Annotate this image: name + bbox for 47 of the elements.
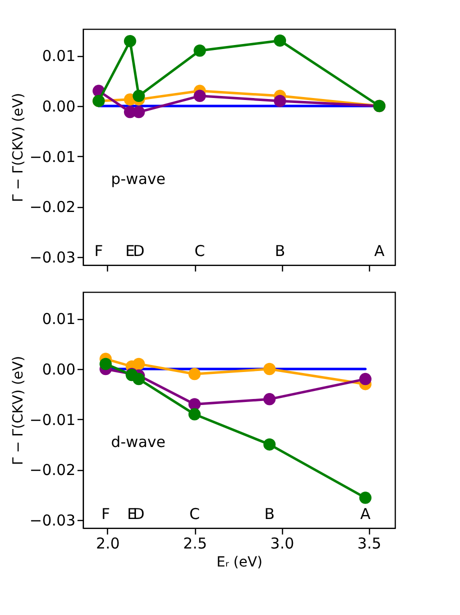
annotation: C [189, 505, 200, 523]
point [263, 438, 276, 451]
y-tick-label: 0.00 [42, 360, 76, 378]
y-tick-label: −0.03 [30, 511, 76, 530]
point [194, 90, 206, 102]
y-tick-label: −0.01 [30, 410, 76, 429]
point [359, 492, 372, 504]
annotation: B [264, 505, 275, 523]
y-tick-label: −0.02 [30, 461, 76, 480]
point [132, 90, 145, 102]
point [274, 34, 286, 47]
x-axis-title: Eᵣ (eV) [216, 554, 263, 570]
point [132, 358, 145, 370]
point [359, 372, 372, 386]
x-tick-label: 2.5 [183, 534, 207, 552]
point [100, 358, 112, 370]
y-tick-label: 0.01 [42, 310, 76, 328]
y-tick-label: 0.00 [42, 97, 76, 116]
point [132, 106, 145, 118]
x-tick-label: 2.0 [96, 534, 120, 552]
point [124, 34, 136, 48]
annotation: d-wave [111, 433, 166, 451]
annotation: p-wave [111, 170, 166, 188]
y-tick-label: 0.01 [42, 47, 76, 66]
point [188, 398, 201, 410]
x-tick-label: 3.0 [270, 534, 294, 552]
point [188, 408, 201, 420]
y-axis-title: Γ − Γ(CKV) (eV) [10, 356, 27, 466]
annotation: B [274, 242, 286, 260]
y-axis-title: Γ − Γ(CKV) (eV) [10, 92, 27, 202]
x-tick-label: 3.5 [357, 534, 382, 552]
point [194, 44, 206, 57]
point [188, 368, 201, 380]
annotation: C [194, 242, 206, 260]
point [263, 362, 276, 376]
point [274, 94, 286, 108]
annotation: F [101, 505, 110, 523]
annotation: E [125, 242, 135, 260]
y-tick-label: −0.03 [30, 248, 76, 266]
y-tick-label: −0.02 [30, 198, 76, 216]
point [263, 393, 276, 406]
y-tick-label: −0.01 [30, 148, 76, 166]
annotation: A [360, 505, 372, 523]
point [132, 372, 145, 386]
annotation: D [132, 242, 145, 260]
annotation: F [94, 242, 104, 260]
annotation: A [374, 242, 386, 260]
